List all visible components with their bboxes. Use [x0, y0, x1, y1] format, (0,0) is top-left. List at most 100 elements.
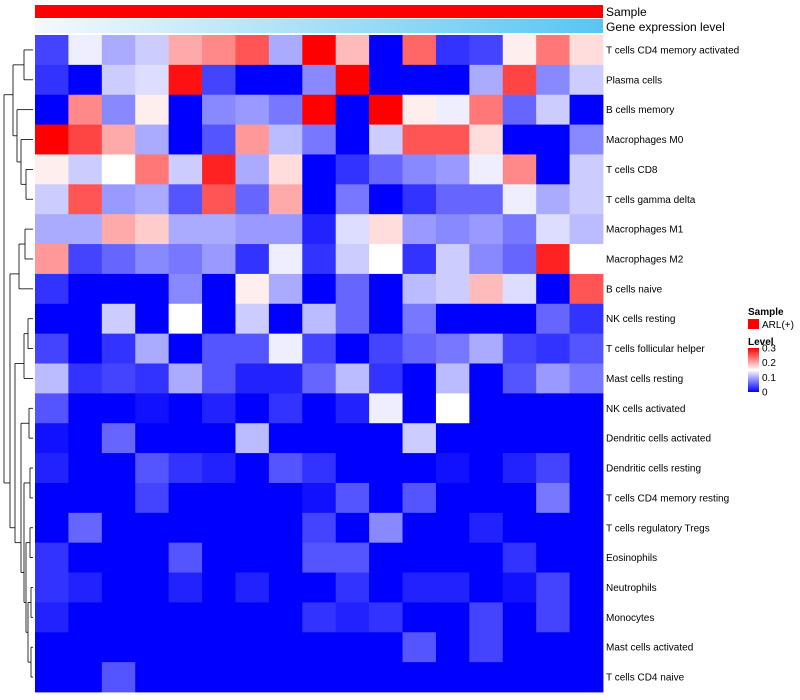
- heatmap-cell: [68, 482, 103, 514]
- heatmap-cell: [435, 632, 470, 663]
- heatmap-cell: [202, 393, 236, 424]
- heatmap-cell: [101, 632, 136, 663]
- heatmap-cell: [35, 303, 69, 335]
- heatmap-cell: [502, 542, 537, 573]
- heatmap-cell: [135, 632, 170, 663]
- heatmap-cell: [68, 124, 103, 155]
- heatmap-cell: [68, 512, 103, 544]
- heatmap-cell: [469, 154, 504, 185]
- heatmap-cell: [135, 273, 170, 305]
- heatmap-cell: [536, 124, 570, 155]
- heatmap-cell: [402, 572, 437, 603]
- heatmap-cell: [569, 572, 604, 603]
- heatmap-cell: [302, 303, 337, 335]
- heatmap-cell: [502, 303, 537, 335]
- heatmap-cell: [469, 423, 504, 454]
- heatmap-cell: [101, 423, 136, 454]
- legend-sample-swatch: [748, 319, 759, 329]
- heatmap-cell: [168, 542, 203, 573]
- heatmap-cell: [469, 214, 504, 245]
- heatmap-cell: [135, 184, 170, 215]
- heatmap-cell: [168, 64, 203, 96]
- heatmap-cell: [536, 244, 570, 275]
- heatmap-cell: [536, 453, 570, 484]
- heatmap-cell: [335, 393, 370, 424]
- heatmap-cell: [369, 214, 403, 245]
- heatmap-cell: [335, 154, 370, 185]
- heatmap-cell: [502, 453, 537, 484]
- heatmap-cell: [469, 662, 504, 693]
- heatmap-cell: [536, 572, 570, 603]
- heatmap-cell: [235, 512, 270, 544]
- heatmap-cell: [35, 512, 69, 544]
- heatmap-cell: [268, 64, 303, 96]
- heatmap-cell: [469, 273, 504, 305]
- heatmap-cell: [569, 662, 604, 693]
- heatmap-cell: [235, 662, 270, 693]
- row-label: T cells CD4 memory resting: [606, 493, 729, 504]
- heatmap-cell: [202, 333, 236, 364]
- heatmap-cell: [502, 35, 537, 66]
- heatmap-cell: [502, 333, 537, 364]
- heatmap-cell: [68, 333, 103, 364]
- row-label: Dendritic cells activated: [606, 434, 711, 445]
- heatmap-cell: [168, 423, 203, 454]
- heatmap-cell: [35, 453, 69, 484]
- heatmap-cell: [101, 602, 136, 633]
- row-label: Neutrophils: [606, 583, 657, 594]
- heatmap-cell: [402, 602, 437, 633]
- heatmap-cell: [268, 512, 303, 544]
- heatmap-cell: [469, 393, 504, 424]
- heatmap-cell: [235, 303, 270, 335]
- heatmap-cell: [335, 363, 370, 394]
- row-label: Macrophages M1: [606, 225, 684, 236]
- heatmap-cell: [202, 64, 236, 96]
- row-label: Macrophages M0: [606, 135, 684, 146]
- heatmap-cell: [335, 662, 370, 693]
- heatmap-cell: [202, 423, 236, 454]
- heatmap-cell: [202, 273, 236, 305]
- heatmap-cell: [268, 124, 303, 155]
- heatmap-cell: [335, 64, 370, 96]
- heatmap-cell: [369, 184, 403, 215]
- heatmap-cell: [168, 154, 203, 185]
- heatmap-cell: [202, 453, 236, 484]
- heatmap-cell: [68, 35, 103, 66]
- heatmap-cell: [469, 184, 504, 215]
- heatmap-cell: [569, 303, 604, 335]
- heatmap-cell: [135, 124, 170, 155]
- heatmap-cell: [502, 64, 537, 96]
- heatmap-cell: [569, 423, 604, 454]
- heatmap-cell: [35, 64, 69, 96]
- heatmap-cell: [101, 124, 136, 155]
- heatmap-cell: [536, 393, 570, 424]
- heatmap-cell: [569, 512, 604, 544]
- row-label: T cells CD8: [606, 165, 658, 176]
- heatmap-cell: [302, 244, 337, 275]
- heatmap-cell: [101, 154, 136, 185]
- heatmap-cell: [235, 632, 270, 663]
- heatmap-cell: [369, 423, 403, 454]
- heatmap-cell: [335, 632, 370, 663]
- heatmap-cell: [536, 632, 570, 663]
- heatmap-cell: [101, 393, 136, 424]
- row-label: T cells gamma delta: [606, 195, 696, 206]
- heatmap-cell: [35, 482, 69, 514]
- heatmap-cell: [135, 64, 170, 96]
- row-label: Mast cells activated: [606, 643, 693, 654]
- heatmap-cell: [335, 184, 370, 215]
- heatmap-cell: [335, 512, 370, 544]
- heatmap-cell: [35, 333, 69, 364]
- heatmap-cell: [435, 423, 470, 454]
- heatmap-cell: [536, 35, 570, 66]
- heatmap-cell: [268, 244, 303, 275]
- heatmap-cell: [101, 35, 136, 66]
- heatmap-cell: [68, 423, 103, 454]
- heatmap-cell: [68, 393, 103, 424]
- heatmap-cell: [502, 94, 537, 125]
- heatmap-cell: [469, 333, 504, 364]
- heatmap-cell: [536, 154, 570, 185]
- heatmap-cell: [135, 512, 170, 544]
- heatmap-cell: [335, 333, 370, 364]
